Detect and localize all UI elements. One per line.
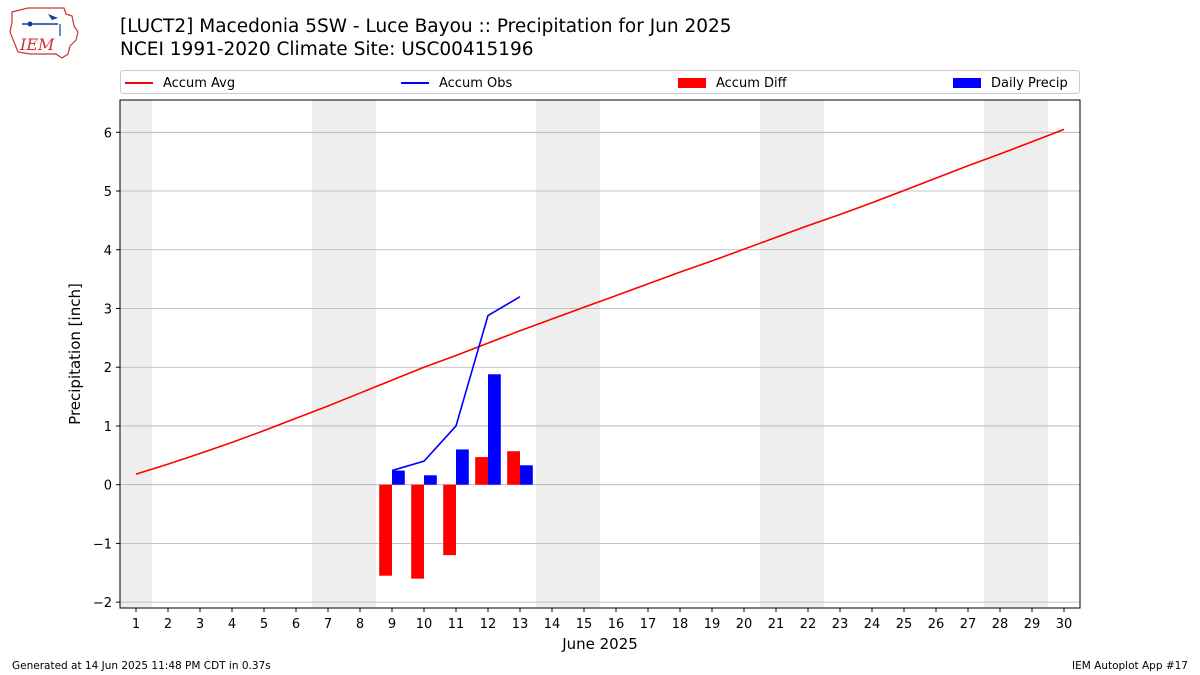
legend-label-accum-avg: Accum Avg bbox=[163, 75, 236, 91]
legend-item-accum-obs: Accum Obs bbox=[401, 74, 512, 92]
accum-avg-line bbox=[135, 128, 1065, 475]
x-tick-label: 14 bbox=[544, 617, 561, 632]
iem-logo: IEM bbox=[9, 7, 79, 59]
x-tick-label: 12 bbox=[480, 617, 497, 632]
daily-precip-bar bbox=[392, 470, 405, 485]
x-tick-label: 30 bbox=[1056, 617, 1073, 632]
svg-text:IEM: IEM bbox=[19, 35, 55, 54]
y-tick-label: 3 bbox=[104, 302, 112, 317]
chart-title: [LUCT2] Macedonia 5SW - Luce Bayou :: Pr… bbox=[120, 16, 732, 37]
x-tick-label: 7 bbox=[324, 617, 332, 632]
y-axis-label: Precipitation [inch] bbox=[66, 283, 84, 425]
legend-swatch-daily-precip bbox=[953, 78, 981, 88]
accum-obs-line bbox=[391, 296, 521, 472]
y-axis-ticks: −2 −1 0 1 2 3 4 5 6 bbox=[93, 126, 120, 611]
accum-diff-bar bbox=[507, 451, 520, 485]
x-tick-label: 19 bbox=[704, 617, 721, 632]
y-tick-label: 0 bbox=[104, 479, 112, 494]
y-tick-label: 5 bbox=[104, 185, 112, 200]
x-tick-label: 22 bbox=[800, 617, 817, 632]
weekend-band bbox=[760, 100, 824, 608]
x-tick-label: 18 bbox=[672, 617, 689, 632]
y-tick-label: 1 bbox=[104, 420, 112, 435]
legend-swatch-accum-avg bbox=[125, 82, 153, 84]
daily-precip-bar bbox=[424, 475, 437, 485]
y-tick-label: −2 bbox=[93, 596, 112, 611]
legend-item-accum-avg: Accum Avg bbox=[125, 74, 235, 92]
generated-note: Generated at 14 Jun 2025 11:48 PM CDT in… bbox=[12, 660, 271, 672]
x-tick-label: 20 bbox=[736, 617, 753, 632]
x-axis-ticks: 1 2 3 4 5 6 7 8 9 10 11 12 13 14 15 16 17 18 19 20 21 22 23 24 2… bbox=[132, 608, 1072, 632]
x-tick-label: 29 bbox=[1024, 617, 1041, 632]
y-tick-label: 6 bbox=[104, 126, 112, 141]
y-tick-label: −1 bbox=[93, 537, 112, 552]
x-tick-label: 25 bbox=[896, 617, 913, 632]
y-tick-label: 4 bbox=[104, 244, 112, 259]
accum-diff-bar bbox=[443, 484, 456, 556]
x-tick-label: 6 bbox=[292, 617, 300, 632]
x-tick-label: 3 bbox=[196, 617, 204, 632]
x-tick-label: 16 bbox=[608, 617, 625, 632]
x-tick-label: 13 bbox=[512, 617, 529, 632]
legend-label-accum-diff: Accum Diff bbox=[716, 75, 787, 91]
y-tick-label: 2 bbox=[104, 361, 112, 376]
x-tick-label: 24 bbox=[864, 617, 881, 632]
x-tick-label: 8 bbox=[356, 617, 364, 632]
y-gridlines bbox=[120, 131, 1080, 603]
x-tick-label: 21 bbox=[768, 617, 785, 632]
plot-frame bbox=[119, 99, 1081, 609]
x-axis-label: June 2025 bbox=[561, 635, 638, 653]
legend-label-accum-obs: Accum Obs bbox=[439, 75, 513, 91]
legend-item-accum-diff: Accum Diff bbox=[678, 74, 787, 92]
x-tick-label: 26 bbox=[928, 617, 945, 632]
x-tick-label: 15 bbox=[576, 617, 593, 632]
x-tick-label: 9 bbox=[388, 617, 396, 632]
x-tick-label: 11 bbox=[448, 617, 465, 632]
line-series bbox=[135, 128, 1065, 475]
x-tick-label: 23 bbox=[832, 617, 849, 632]
x-tick-label: 1 bbox=[132, 617, 140, 632]
weekend-band bbox=[312, 100, 376, 608]
weekend-band bbox=[984, 100, 1048, 608]
legend-label-daily-precip: Daily Precip bbox=[991, 75, 1068, 91]
chart-subtitle: NCEI 1991-2020 Climate Site: USC00415196 bbox=[120, 39, 534, 60]
accum-diff-bar bbox=[475, 457, 488, 485]
weekend-band bbox=[536, 100, 600, 608]
app-note: IEM Autoplot App #17 bbox=[1072, 660, 1188, 672]
daily-precip-bar bbox=[456, 449, 469, 485]
weekend-band bbox=[120, 100, 152, 608]
x-tick-label: 28 bbox=[992, 617, 1009, 632]
legend-swatch-accum-diff bbox=[678, 78, 706, 88]
bar-marks bbox=[379, 374, 533, 579]
weekend-bands bbox=[120, 100, 1048, 608]
x-tick-label: 10 bbox=[416, 617, 433, 632]
x-tick-label: 4 bbox=[228, 617, 236, 632]
legend-item-daily-precip: Daily Precip bbox=[953, 74, 1068, 92]
x-tick-label: 2 bbox=[164, 617, 172, 632]
accum-diff-bar bbox=[411, 484, 424, 579]
accum-diff-bar bbox=[379, 484, 392, 576]
legend-swatch-accum-obs bbox=[401, 82, 429, 84]
x-tick-label: 5 bbox=[260, 617, 268, 632]
chart-legend: Accum Avg Accum Obs Accum Diff Daily Pre… bbox=[120, 70, 1080, 94]
x-tick-label: 27 bbox=[960, 617, 977, 632]
daily-precip-bar bbox=[520, 465, 533, 485]
daily-precip-bar bbox=[488, 374, 501, 485]
x-tick-label: 17 bbox=[640, 617, 657, 632]
